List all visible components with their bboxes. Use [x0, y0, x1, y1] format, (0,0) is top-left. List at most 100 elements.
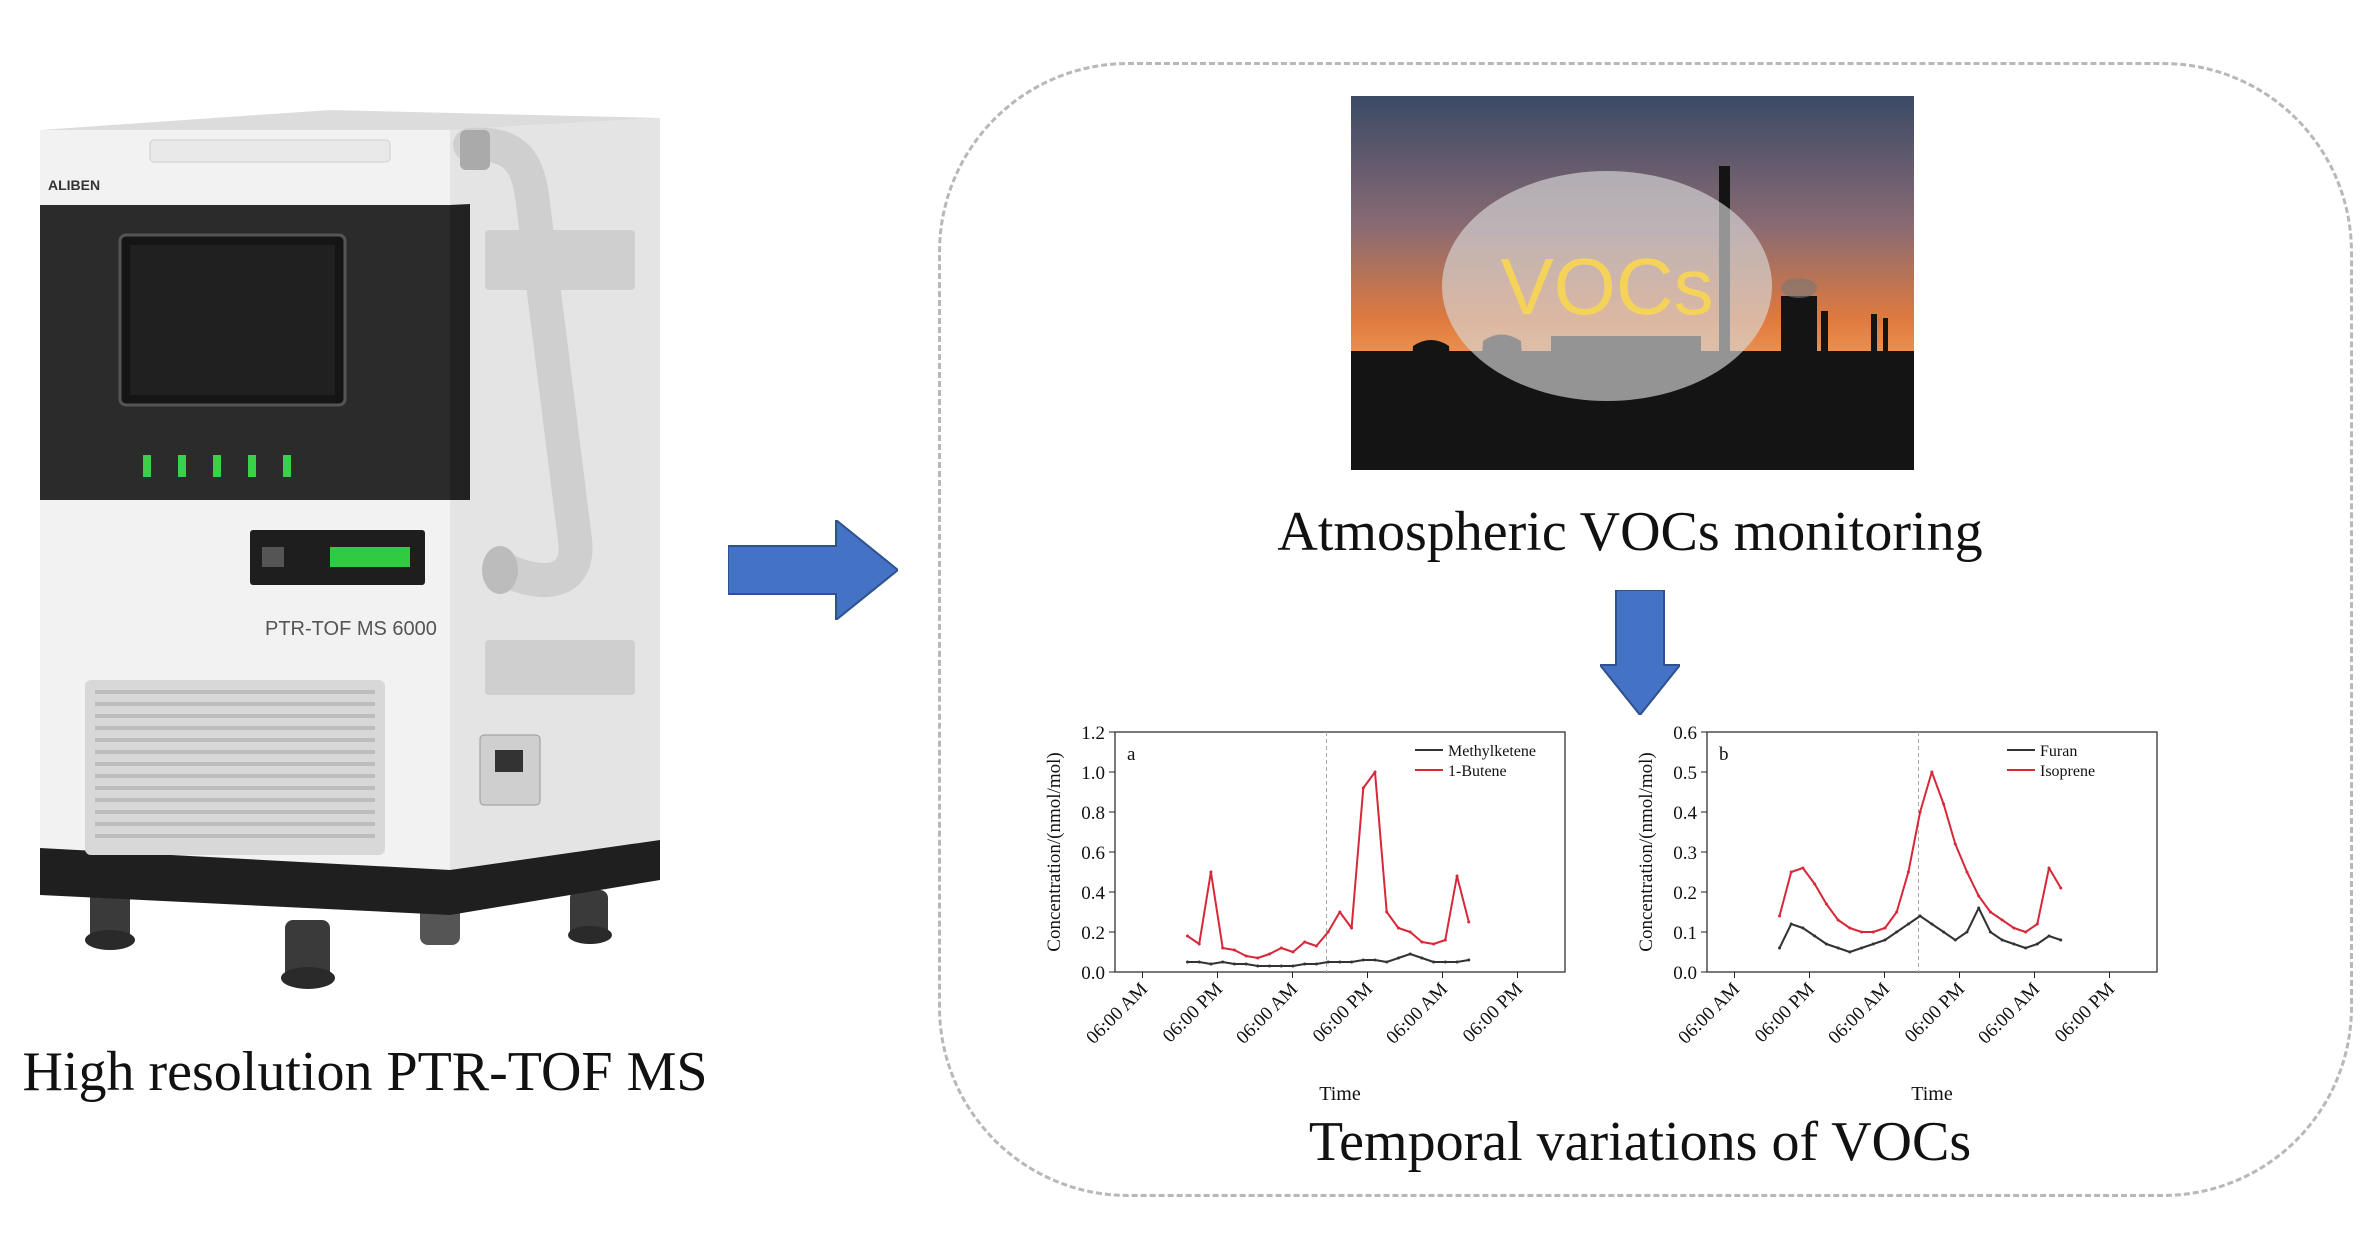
data-point: [1197, 942, 1201, 946]
data-point: [1373, 770, 1377, 774]
data-point: [1977, 894, 1981, 898]
data-point: [2047, 866, 2051, 870]
data-point: [2059, 938, 2063, 942]
data-point: [1824, 942, 1828, 946]
data-point: [1918, 914, 1922, 918]
data-point: [1396, 926, 1400, 930]
data-point: [1279, 946, 1283, 950]
data-point: [1848, 926, 1852, 930]
y-tick-label: 1.0: [1081, 763, 1105, 784]
data-point: [1279, 964, 1283, 968]
chart-a-svg: 0.00.20.40.60.81.01.206:00 AM 06:00 PM 06:…: [1044, 723, 1566, 1105]
data-point: [1988, 910, 1992, 914]
data-point: [1789, 922, 1793, 926]
instrument-caption: High resolution PTR-TOF MS: [22, 1041, 708, 1103]
data-point: [1244, 962, 1248, 966]
data-point: [1420, 940, 1424, 944]
data-point: [1373, 958, 1377, 962]
data-point: [1836, 946, 1840, 950]
x-axis-label: Time: [1911, 1083, 1953, 1105]
data-point: [1918, 810, 1922, 814]
data-point: [1953, 842, 1957, 846]
data-point: [1385, 910, 1389, 914]
industrial-skyline-photo: VOCs: [1351, 96, 1914, 470]
data-point: [1314, 962, 1318, 966]
legend-label: Furan: [2040, 743, 2077, 760]
data-point: [1408, 930, 1412, 934]
x-tick-label: 06:00 PM: [2051, 979, 2119, 1047]
data-point: [2035, 942, 2039, 946]
vocs-highlight-ellipse: [1442, 171, 1772, 401]
data-point: [1256, 964, 1260, 968]
x-tick-label: 06:00 AM: [1232, 979, 1302, 1049]
legend-label: Methylketene: [1448, 743, 1536, 760]
data-point: [1942, 802, 1946, 806]
data-point: [1953, 938, 1957, 942]
data-point: [1186, 934, 1189, 938]
chart-a: 0.0 0.2 0.4 0.6 0.8 1.0 1.2 06:00 AM 06:00 PM 06:…: [1030, 722, 1590, 1112]
data-point: [2047, 934, 2051, 938]
data-point: [1385, 960, 1389, 964]
data-point: [1350, 926, 1354, 930]
data-point: [1965, 930, 1969, 934]
data-point: [1314, 944, 1318, 948]
y-tick-label: 0.6: [1081, 843, 1105, 864]
data-point: [1291, 964, 1295, 968]
vocs-overlay-label: VOCs: [1500, 242, 1713, 331]
data-point: [1408, 952, 1412, 956]
series-line-1-butene: [1186, 771, 1470, 959]
data-point: [1801, 866, 1805, 870]
y-tick-label: 0.0: [1673, 963, 1697, 984]
x-tick-label: 06:00 AM: [1082, 979, 1152, 1049]
data-point: [2035, 922, 2039, 926]
data-point: [1186, 960, 1189, 964]
data-point: [1256, 956, 1260, 960]
data-point: [1455, 960, 1459, 964]
x-tick-label: 06:00 PM: [1309, 979, 1377, 1047]
data-point: [1232, 962, 1236, 966]
data-point: [1860, 946, 1864, 950]
down-arrow-icon: [1600, 590, 1680, 715]
y-tick-label: 0.3: [1673, 843, 1697, 864]
y-tick-label: 0.6: [1673, 723, 1697, 744]
data-point: [1396, 956, 1400, 960]
data-point: [1209, 962, 1213, 966]
data-point: [1906, 870, 1910, 874]
data-point: [1824, 902, 1828, 906]
x-tick-label: 06:00 PM: [1459, 979, 1527, 1047]
data-point: [1883, 926, 1887, 930]
data-point: [2012, 926, 2016, 930]
data-point: [1895, 930, 1899, 934]
instrument-status-leds: [143, 455, 291, 477]
data-point: [1467, 958, 1471, 962]
data-point: [1221, 946, 1225, 950]
data-point: [1326, 960, 1330, 964]
data-point: [1361, 958, 1365, 962]
data-point: [1221, 960, 1225, 964]
y-axis-label: Concentration/(nmol/mol): [1044, 752, 1065, 951]
monitoring-panel-frame: [938, 62, 2353, 1197]
data-point: [1350, 960, 1354, 964]
y-tick-label: 0.1: [1673, 923, 1697, 944]
data-point: [1801, 926, 1805, 930]
series-line-methylketene: [1187, 953, 1469, 967]
series-line-isoprene: [1778, 771, 2062, 933]
chart-b-svg: 0.00.10.20.30.40.50.606:00 AM 06:00 PM 06:…: [1636, 723, 2158, 1105]
instrument-vent-grille: [85, 680, 385, 855]
data-point: [1930, 770, 1934, 774]
data-point: [1244, 954, 1248, 958]
data-point: [1209, 870, 1213, 874]
data-point: [1455, 874, 1459, 878]
y-tick-label: 0.2: [1081, 923, 1105, 944]
data-point: [1871, 930, 1875, 934]
data-point: [2012, 942, 2016, 946]
data-point: [1883, 938, 1887, 942]
instrument-model-label: PTR-TOF MS 6000: [265, 618, 437, 640]
right-arrow-icon: [728, 520, 898, 620]
y-axis-label: Concentration/(nmol/mol): [1636, 752, 1657, 951]
y-tick-label: 1.2: [1081, 723, 1105, 744]
data-point: [2024, 946, 2028, 950]
data-point: [1836, 918, 1840, 922]
x-axis-label: Time: [1319, 1083, 1361, 1105]
x-tick-label: 06:00 AM: [1974, 979, 2044, 1049]
